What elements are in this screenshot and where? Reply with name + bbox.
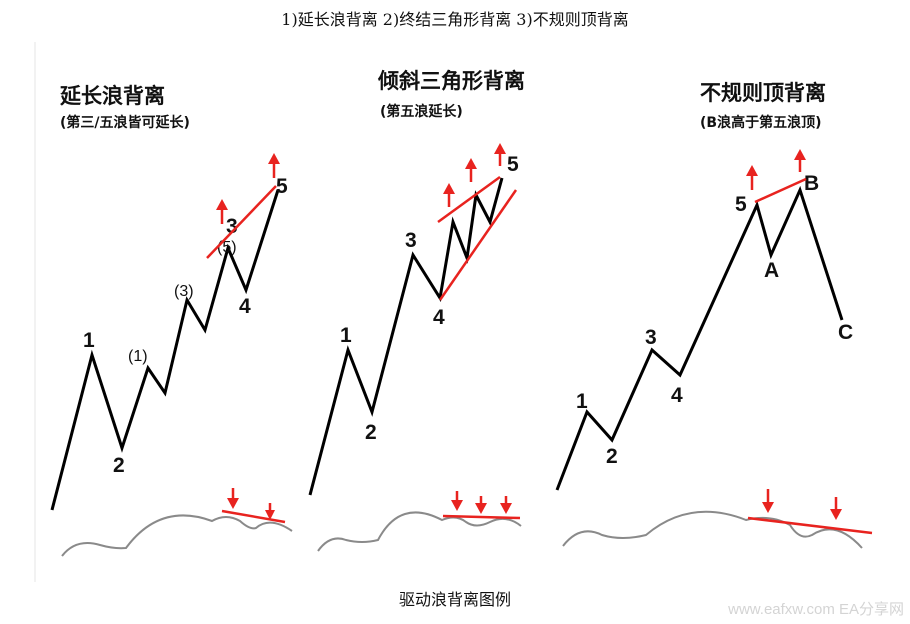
- triangle-upper-line: [437, 175, 501, 224]
- down-arrow-icon: [500, 496, 512, 514]
- wave-line: [308, 177, 504, 496]
- down-arrow-icon: [475, 496, 487, 514]
- panel-title: 不规则顶背离: [700, 81, 826, 105]
- oscillator-trendline: [747, 516, 873, 535]
- wave-line: [50, 189, 280, 511]
- price-trendline: [206, 185, 277, 259]
- oscillator-curve: [317, 511, 522, 552]
- wave-label: 1: [340, 324, 352, 347]
- panel-ending-triangle: 倾斜三角形背离 (第五浪延长) 1 2 3 4 5: [308, 69, 525, 552]
- triangle-lower-line: [438, 189, 518, 301]
- wave-label: 3: [226, 215, 238, 238]
- figure-caption: 驱动浪背离图例: [399, 590, 511, 609]
- diagram-header: 1)延长浪背离 2)终结三角形背离 3)不规则顶背离: [281, 10, 628, 29]
- panel-subtitle: (第五浪延长): [380, 103, 463, 120]
- panel-extended-wave: 延长浪背离 (第三/五浪皆可延长) 1 2 (1) (3) (5) 3 4 5: [50, 84, 293, 557]
- wave-label: C: [838, 321, 853, 344]
- wave-label: 4: [671, 384, 683, 407]
- wave-label: 2: [113, 454, 125, 477]
- down-arrow-icon: [227, 488, 239, 509]
- up-arrow-icon: [746, 165, 758, 190]
- panel-subtitle: (第三/五浪皆可延长): [60, 114, 190, 131]
- oscillator-curve: [562, 510, 863, 549]
- down-arrow-icon: [451, 491, 463, 511]
- wave-label: 3: [405, 229, 417, 252]
- wave-label: 1: [83, 329, 95, 352]
- wave-label: B: [804, 172, 819, 195]
- wave-line: [555, 185, 844, 491]
- wave-label: 5: [735, 193, 747, 216]
- oscillator-trendline: [442, 514, 521, 520]
- wave-label: 5: [276, 175, 288, 198]
- wave-label: (5): [217, 239, 237, 256]
- wave-label: (1): [128, 348, 148, 365]
- up-arrow-icon: [794, 149, 806, 172]
- price-trendline: [754, 177, 807, 204]
- down-arrow-icon: [830, 497, 842, 520]
- wave-label: (3): [174, 283, 194, 300]
- wave-label: 2: [606, 445, 618, 468]
- oscillator-trendline: [221, 509, 286, 524]
- down-arrow-icon: [265, 503, 275, 520]
- watermark: www.eafxw.com EA分享网: [727, 601, 904, 618]
- panel-title: 延长浪背离: [59, 84, 165, 108]
- panel-subtitle: (B浪高于第五浪顶): [700, 114, 821, 131]
- wave-label: 2: [365, 421, 377, 444]
- down-arrow-icon: [762, 489, 774, 513]
- oscillator-curve: [61, 514, 293, 557]
- wave-label: 1: [576, 390, 588, 413]
- panel-irregular-top: 不规则顶背离 (B浪高于第五浪顶) 1 2 3 4 5 A B C: [555, 81, 873, 549]
- wave-label: 3: [645, 326, 657, 349]
- up-arrow-icon: [465, 158, 477, 182]
- up-arrow-icon: [494, 143, 506, 166]
- up-arrow-icon: [268, 153, 280, 178]
- wave-label: 4: [433, 306, 445, 329]
- panel-title: 倾斜三角形背离: [377, 69, 525, 93]
- wave-label: 4: [239, 295, 251, 318]
- wave-label: 5: [507, 153, 519, 176]
- up-arrow-icon: [443, 183, 455, 207]
- wave-label: A: [764, 259, 779, 282]
- up-arrow-icon: [216, 199, 228, 224]
